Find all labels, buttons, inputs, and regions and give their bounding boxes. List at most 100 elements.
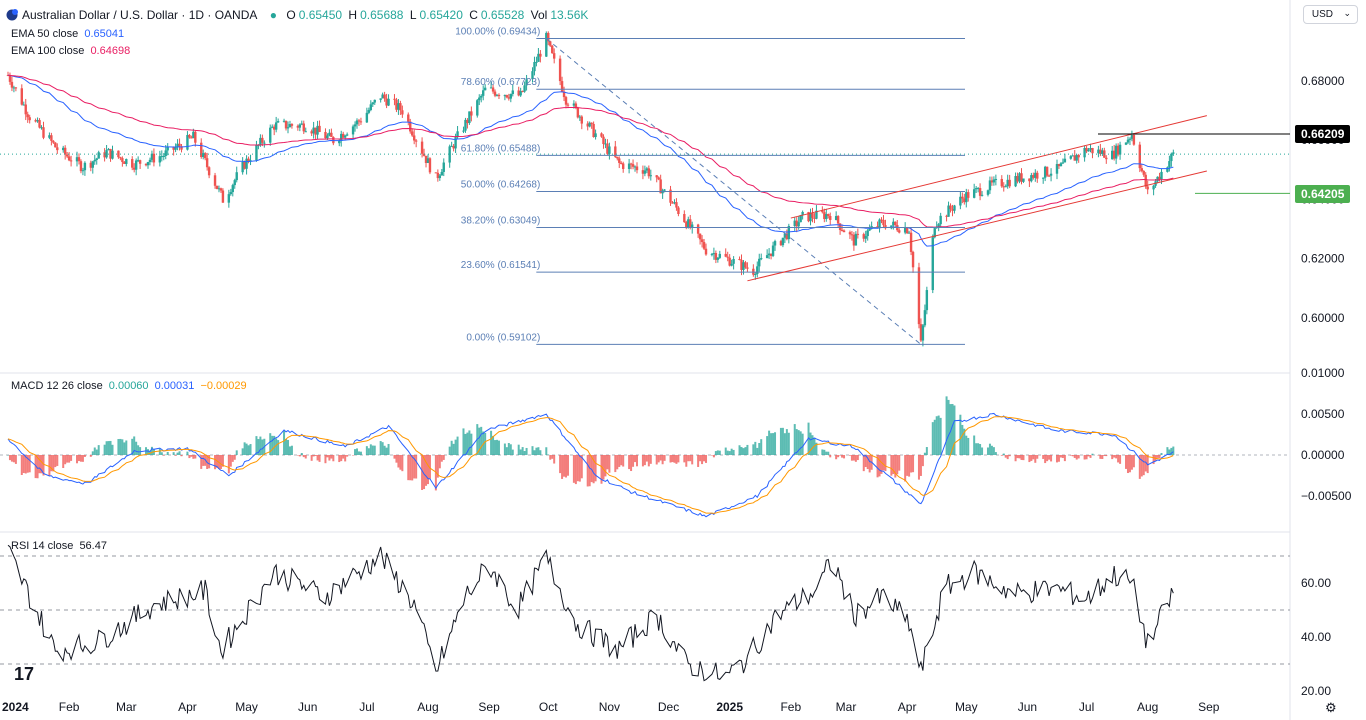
candle-body bbox=[827, 214, 830, 217]
macd-histogram-bar bbox=[547, 454, 550, 456]
candle-body bbox=[14, 87, 18, 89]
macd-histogram-bar bbox=[783, 433, 786, 455]
candle-body bbox=[1006, 179, 1009, 187]
x-tick-label: Jun bbox=[1018, 700, 1037, 714]
vol-label: Vol bbox=[530, 8, 548, 22]
macd-legend[interactable]: MACD 12 26 close 0.00060 0.00031 −0.0002… bbox=[11, 380, 250, 392]
settings-icon[interactable]: ⚙ bbox=[1325, 700, 1337, 715]
macd-histogram-bar bbox=[277, 440, 280, 455]
macd-histogram-bar bbox=[123, 442, 126, 455]
candle-body bbox=[1034, 172, 1037, 178]
candle-body bbox=[146, 162, 150, 166]
candle-body bbox=[274, 122, 278, 130]
x-tick-label: Mar bbox=[836, 700, 857, 714]
candle-body bbox=[428, 158, 432, 173]
candle-body bbox=[304, 131, 307, 133]
x-tick-label: Feb bbox=[59, 700, 80, 714]
macd-histogram-bar bbox=[245, 443, 248, 455]
macd-histogram-bar bbox=[492, 435, 495, 455]
candle-body bbox=[276, 121, 280, 123]
candle-body bbox=[387, 98, 390, 106]
macd-histogram-bar bbox=[758, 442, 761, 455]
candle-body bbox=[1111, 150, 1114, 160]
ema100-legend[interactable]: EMA 100 close 0.64698 bbox=[11, 45, 133, 57]
candle-body bbox=[1036, 172, 1039, 179]
macd-histogram-bar bbox=[503, 443, 506, 455]
candle-body bbox=[552, 53, 556, 59]
candle-body bbox=[1030, 175, 1033, 182]
currency-select[interactable]: USD ⌄ bbox=[1302, 5, 1358, 24]
candle-body bbox=[1128, 138, 1132, 140]
candle-body bbox=[138, 160, 142, 164]
candle-body bbox=[95, 158, 98, 160]
macd-histogram-bar bbox=[594, 455, 597, 482]
symbol-title[interactable]: Australian Dollar / U.S. Dollar · 1D · O… bbox=[22, 8, 258, 22]
macd-histogram-bar bbox=[1028, 455, 1031, 463]
candle-body bbox=[685, 222, 688, 228]
macd-histogram-bar bbox=[894, 455, 897, 478]
macd-histogram-bar bbox=[64, 455, 67, 465]
macd-histogram-bar bbox=[448, 446, 451, 455]
candle-body bbox=[470, 111, 473, 116]
candle-body bbox=[243, 161, 246, 169]
candle-body bbox=[1069, 156, 1072, 159]
macd-histogram-bar bbox=[166, 451, 169, 455]
rsi-legend[interactable]: RSI 14 close 56.47 bbox=[11, 540, 110, 552]
macd-histogram-bar bbox=[908, 455, 911, 477]
candle-body bbox=[1059, 163, 1063, 167]
macd-histogram-bar bbox=[300, 453, 303, 455]
macd-histogram-bar bbox=[697, 455, 700, 467]
ema100-line bbox=[7, 74, 1174, 228]
candle-body bbox=[379, 98, 382, 100]
macd-histogram-bar bbox=[809, 432, 812, 455]
macd-histogram-bar bbox=[671, 455, 674, 463]
ema50-legend[interactable]: EMA 50 close 0.65041 bbox=[11, 28, 127, 40]
tradingview-logo-icon[interactable]: 17 bbox=[14, 664, 35, 684]
candle-body bbox=[399, 103, 402, 111]
macd-histogram-bar bbox=[302, 455, 305, 458]
candle-body bbox=[407, 114, 410, 122]
candle-body bbox=[241, 161, 244, 173]
macd-histogram-bar bbox=[285, 438, 288, 455]
macd-histogram-bar bbox=[588, 455, 591, 487]
macd-histogram-bar bbox=[1111, 455, 1114, 460]
macd-line-value: 0.00031 bbox=[154, 380, 195, 392]
macd-histogram-bar bbox=[442, 455, 445, 460]
candle-body bbox=[756, 266, 759, 274]
candle-body bbox=[393, 98, 396, 100]
candle-body bbox=[1152, 185, 1155, 190]
macd-histogram-bar bbox=[917, 455, 920, 480]
macd-histogram-bar bbox=[318, 455, 321, 462]
macd-histogram-bar bbox=[754, 441, 757, 455]
candle-body bbox=[231, 185, 234, 193]
candle-body bbox=[131, 159, 134, 168]
candle-body bbox=[1063, 158, 1067, 163]
macd-histogram-bar bbox=[986, 447, 989, 455]
macd-histogram-bar bbox=[40, 455, 43, 474]
candle-body bbox=[1022, 178, 1025, 182]
candle-body bbox=[357, 120, 361, 122]
candle-body bbox=[712, 253, 716, 255]
macd-histogram-bar bbox=[545, 447, 548, 455]
macd-histogram-bar bbox=[200, 455, 203, 469]
x-tick-label: 2025 bbox=[716, 700, 743, 714]
macd-histogram-bar bbox=[1142, 455, 1145, 476]
macd-histogram-bar bbox=[399, 455, 402, 470]
macd-histogram-bar bbox=[172, 452, 175, 455]
candle-body bbox=[700, 239, 704, 243]
macd-histogram-bar bbox=[906, 455, 909, 476]
macd-histogram-bar bbox=[1000, 455, 1003, 456]
candle-body bbox=[448, 146, 451, 163]
candle-body bbox=[972, 189, 976, 198]
macd-histogram-bar bbox=[312, 455, 315, 457]
candle-body bbox=[834, 216, 838, 220]
candle-body bbox=[450, 145, 453, 147]
macd-histogram-bar bbox=[36, 455, 39, 479]
candle-body bbox=[809, 213, 812, 222]
macd-histogram-bar bbox=[981, 447, 984, 455]
macd-histogram-bar bbox=[699, 455, 702, 462]
candle-body bbox=[62, 147, 65, 151]
candle-body bbox=[343, 135, 347, 138]
candle-body bbox=[730, 263, 733, 266]
